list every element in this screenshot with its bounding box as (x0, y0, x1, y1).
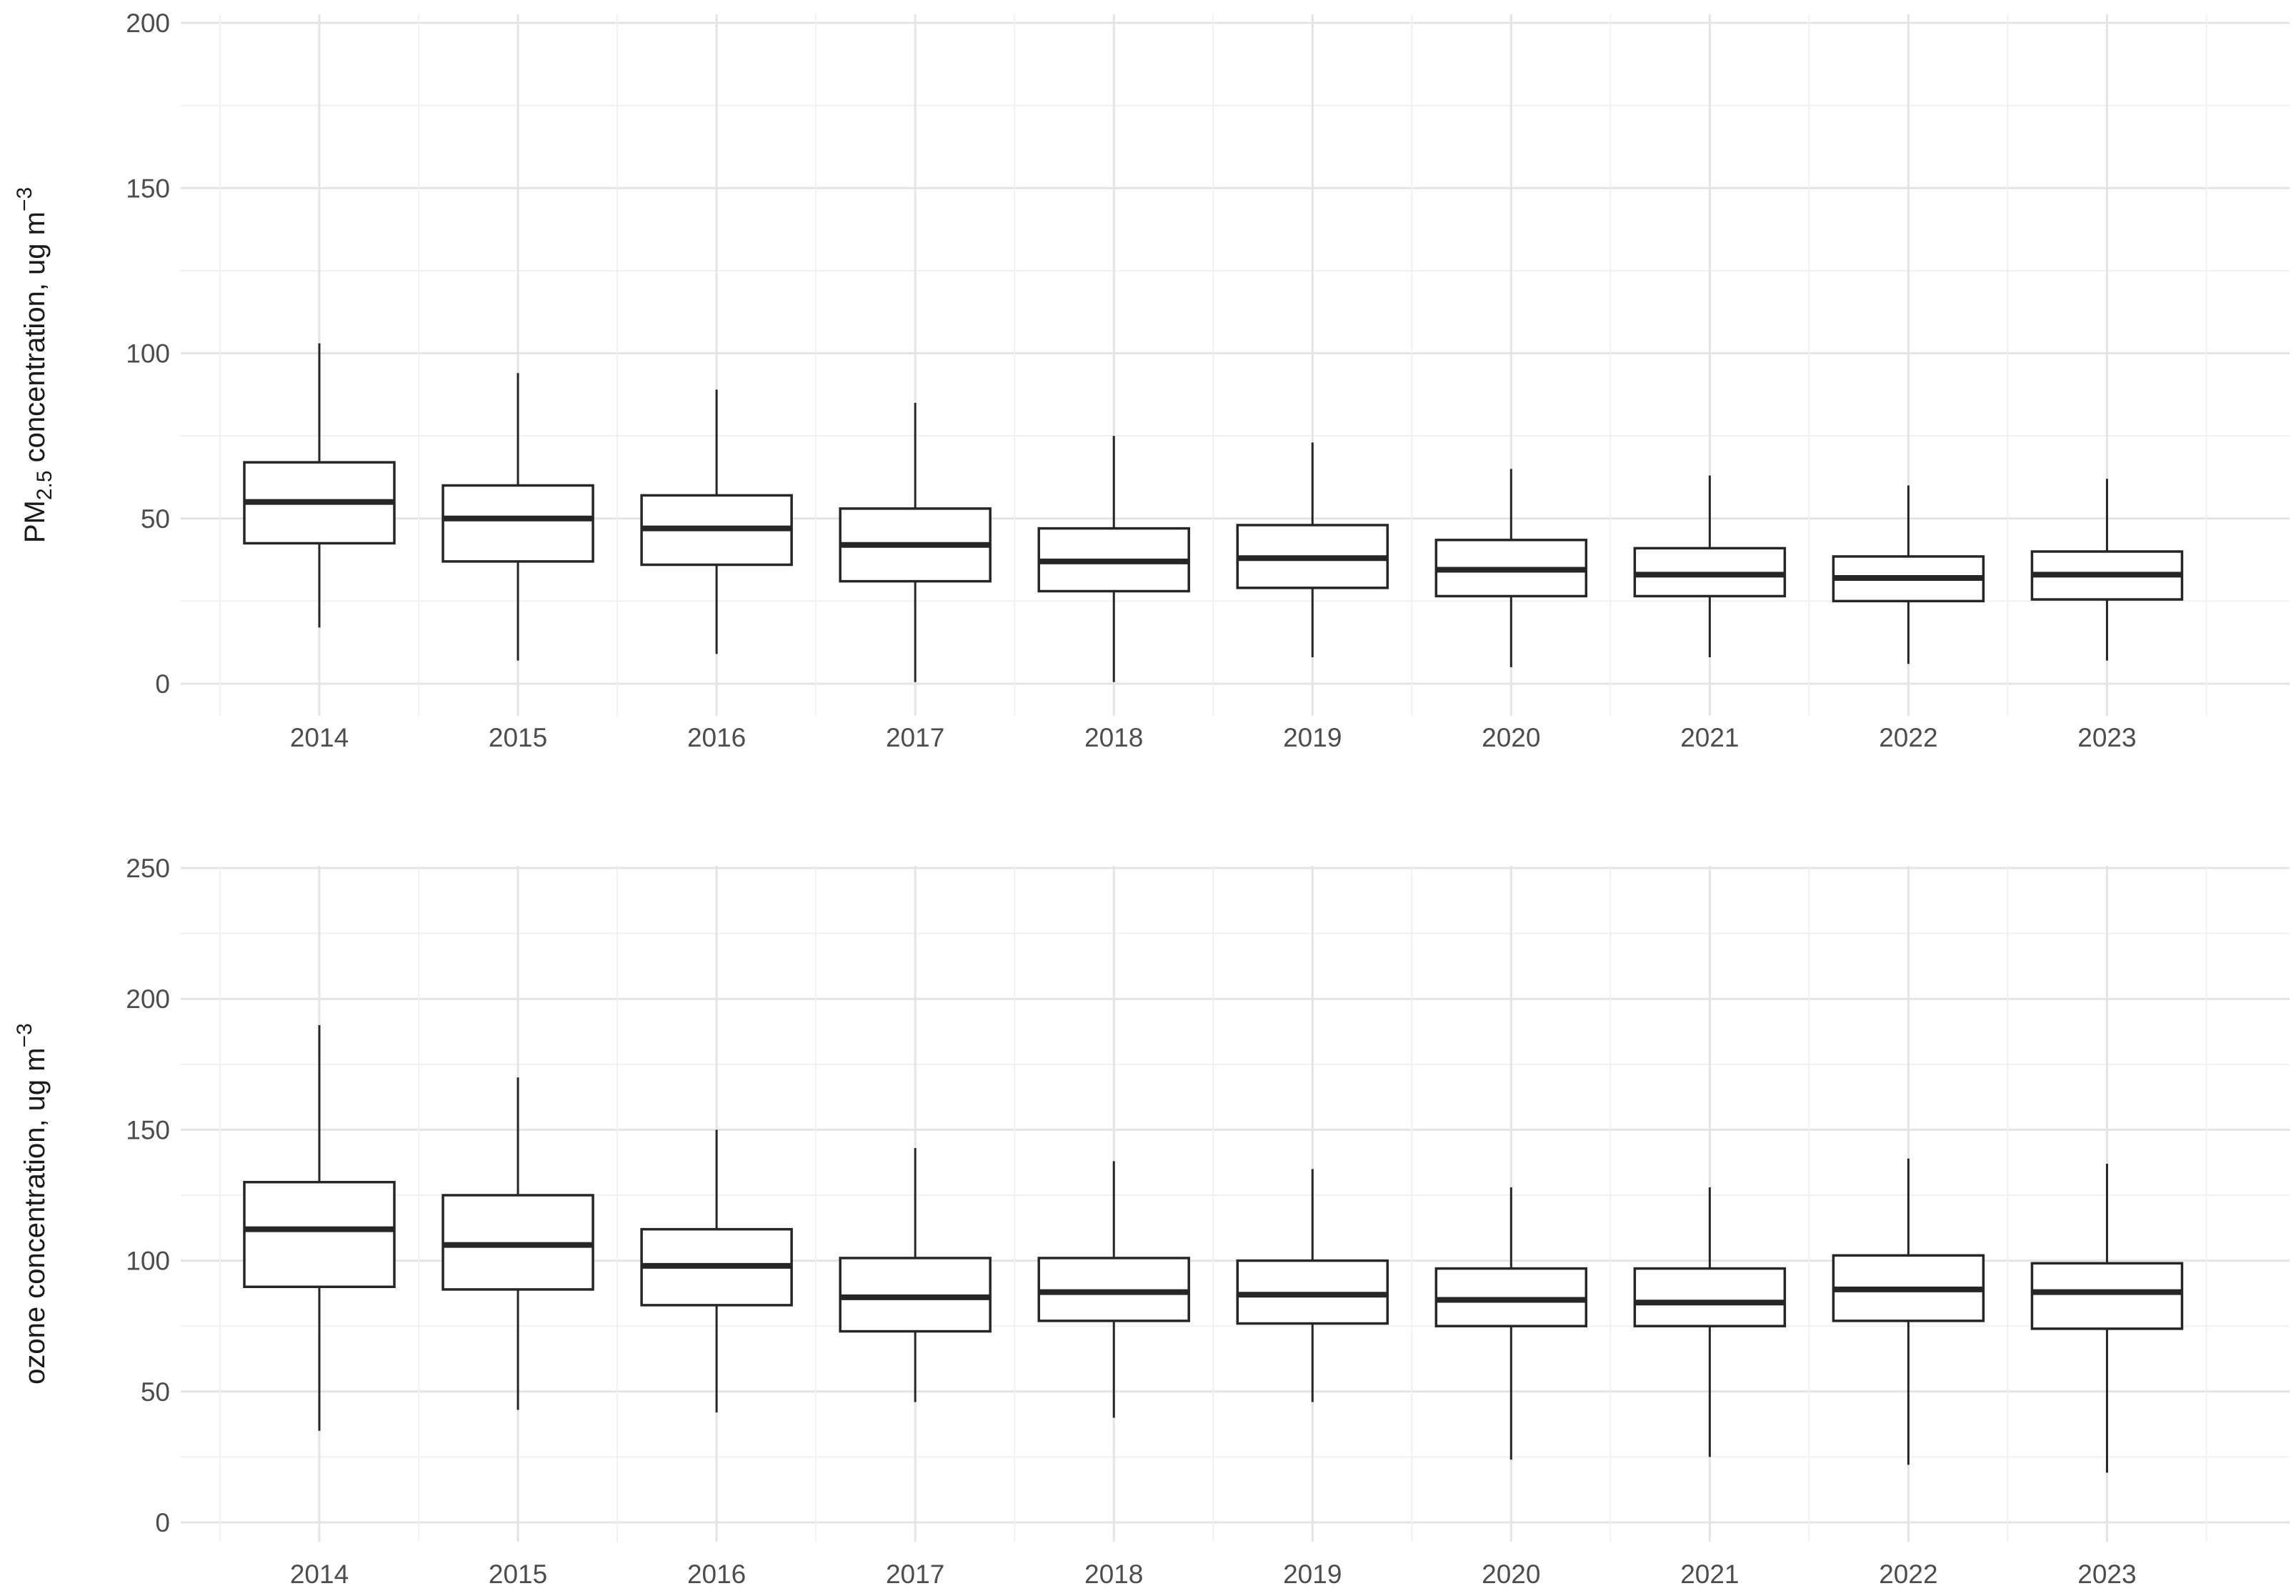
x-tick-label: 2021 (1680, 1560, 1739, 1589)
x-tick-label: 2017 (886, 1560, 944, 1589)
y-tick-label: 150 (126, 174, 170, 203)
x-tick-label: 2016 (687, 723, 746, 752)
y-tick-label: 100 (126, 1247, 170, 1276)
x-tick-label: 2022 (1879, 723, 1937, 752)
x-tick-label: 2018 (1084, 1560, 1143, 1589)
iqr-box (2030, 1262, 2184, 1330)
y-tick-label: 200 (126, 9, 170, 38)
boxplot-2018 (1037, 1161, 1190, 1418)
x-tick-label: 2023 (2077, 723, 2136, 752)
y-axis-title: PM2.5​ concentration, ug m−3 (13, 187, 56, 543)
boxplot-2022 (1832, 1158, 1985, 1465)
y-tick-label: 100 (126, 339, 170, 369)
y-tick-label: 250 (126, 854, 170, 883)
boxplot-2016 (640, 389, 793, 654)
boxplot-2016 (640, 1129, 793, 1413)
x-tick-label: 2020 (1482, 723, 1540, 752)
x-tick-label: 2022 (1879, 1560, 1937, 1589)
boxplot-2019 (1236, 442, 1389, 657)
boxplot-2014 (243, 1024, 396, 1431)
boxplot-2018 (1037, 436, 1190, 682)
boxplot-2021 (1633, 1187, 1787, 1457)
ozone-panel: 0 50 100 150 200 250 2014 2015 2016 2017 2018 2019 2… (13, 854, 2290, 1589)
iqr-box (1633, 1267, 1787, 1327)
boxplot-2019 (1236, 1169, 1389, 1402)
boxplot-2014 (243, 343, 396, 628)
iqr-box (441, 484, 594, 563)
boxplot-2021 (1633, 475, 1787, 657)
x-tick-label: 2019 (1283, 1560, 1342, 1589)
boxplot-2023 (2030, 479, 2184, 661)
pm25-panel: 0 50 100 150 200 2014 2015 2016 2017 2018 2019 2020… (13, 9, 2290, 752)
y-tick-label: 0 (155, 669, 170, 699)
x-tick-label: 2020 (1482, 1560, 1540, 1589)
boxplot-2020 (1434, 1187, 1588, 1460)
iqr-box (243, 1180, 396, 1288)
x-tick-label: 2016 (687, 1560, 746, 1589)
x-tick-label: 2021 (1680, 723, 1739, 752)
y-tick-label: 50 (141, 504, 170, 534)
x-tick-label: 2014 (290, 723, 349, 752)
x-tick-label: 2014 (290, 1560, 349, 1589)
boxplot-2015 (441, 1077, 594, 1410)
boxplot-2017 (839, 402, 992, 682)
boxplot-2020 (1434, 469, 1588, 667)
y-axis-title: ozone concentration, ug m−3 (13, 1023, 51, 1385)
boxplot-2015 (441, 373, 594, 661)
boxplot-2023 (2030, 1164, 2184, 1473)
x-tick-label: 2015 (489, 723, 547, 752)
boxplot-2022 (1832, 485, 1985, 664)
x-tick-label: 2018 (1084, 723, 1143, 752)
x-tick-label: 2017 (886, 723, 944, 752)
x-tick-label: 2023 (2077, 1560, 2136, 1589)
y-tick-label: 150 (126, 1115, 170, 1144)
y-tick-label: 200 (126, 984, 170, 1014)
x-tick-label: 2019 (1283, 723, 1342, 752)
x-tick-label: 2015 (489, 1560, 547, 1589)
y-tick-label: 0 (155, 1508, 170, 1537)
boxplot-2017 (839, 1148, 992, 1402)
y-tick-label: 50 (141, 1377, 170, 1407)
